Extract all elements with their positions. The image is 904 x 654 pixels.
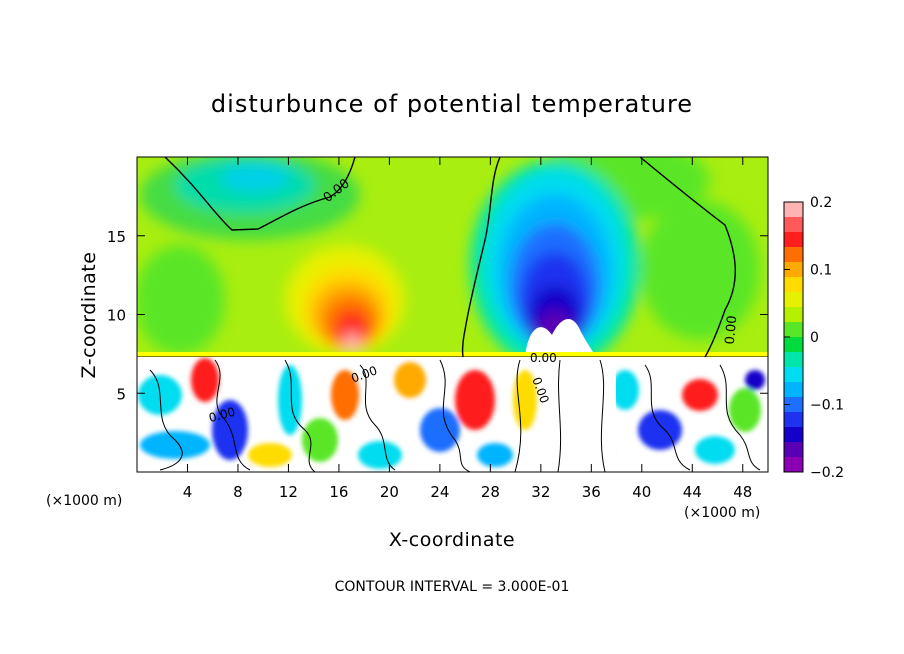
x-tick-label: 16 (329, 483, 348, 501)
colorbar-tick-label: −0.1 (810, 398, 844, 414)
x-tick-label: 20 (380, 483, 399, 501)
heatmap-field (137, 157, 768, 472)
y-axis-label: Z-coordinate (78, 252, 100, 379)
y-tick-label: 15 (107, 228, 126, 246)
contour-interval-note: CONTOUR INTERVAL = 3.000E-01 (335, 579, 570, 595)
colorbar-swatch (784, 442, 803, 458)
colorbar-swatch (784, 382, 803, 398)
x-tick-label: 8 (233, 483, 243, 501)
colorbar-tick-label: 0.2 (810, 195, 832, 211)
colorbar-swatch (784, 262, 803, 278)
x-tick-label: 32 (531, 483, 550, 501)
colorbar-swatch (784, 457, 803, 473)
contour-label: 0.00 (207, 405, 236, 425)
colorbar-swatch (784, 427, 803, 443)
x-unit-label-left: (×1000 m) (46, 493, 122, 509)
colorbar-swatch (784, 412, 803, 428)
colorbar-tick-labels: 0.2 0.1 0 −0.1 −0.2 (784, 195, 844, 481)
x-unit-label-right: (×1000 m) (684, 505, 760, 521)
colorbar-swatch (784, 232, 803, 248)
x-tick-labels: 4 8 12 16 20 24 28 32 36 40 44 48 (183, 483, 753, 501)
x-tick-label: 40 (632, 483, 651, 501)
colorbar-swatch (784, 352, 803, 368)
colorbar-swatch (784, 307, 803, 323)
y-tick-label: 10 (107, 307, 126, 325)
colorbar-swatch (784, 292, 803, 308)
x-tick-label: 4 (183, 483, 193, 501)
colorbar-tick-label: 0.1 (810, 263, 832, 279)
x-tick-label: 36 (582, 483, 601, 501)
colorbar-swatch (784, 322, 803, 338)
colorbar-tick-label: 0 (810, 330, 819, 346)
colorbar-swatch (784, 367, 803, 383)
colorbar-swatch (784, 217, 803, 233)
colorbar-swatch (784, 202, 803, 218)
y-tick-labels: 5 10 15 (107, 228, 126, 404)
colorbar-swatch (784, 337, 803, 353)
x-tick-marks (186, 157, 744, 472)
colorbar-swatch (784, 277, 803, 293)
x-tick-label: 12 (279, 483, 298, 501)
x-tick-label: 44 (683, 483, 702, 501)
colorbar (784, 202, 803, 473)
contour-label: 0.00 (530, 351, 557, 365)
contour-label: 0.00 (723, 315, 740, 345)
colorbar-swatch (784, 397, 803, 413)
colorbar-tick-label: −0.2 (810, 465, 844, 481)
x-axis-label: X-coordinate (389, 529, 515, 551)
y-tick-marks (137, 235, 768, 394)
x-tick-label: 48 (733, 483, 752, 501)
x-tick-label: 28 (481, 483, 500, 501)
chart-title: disturbunce of potential temperature (211, 90, 693, 118)
y-tick-label: 5 (116, 385, 126, 403)
colorbar-swatch (784, 247, 803, 263)
x-tick-label: 24 (430, 483, 449, 501)
